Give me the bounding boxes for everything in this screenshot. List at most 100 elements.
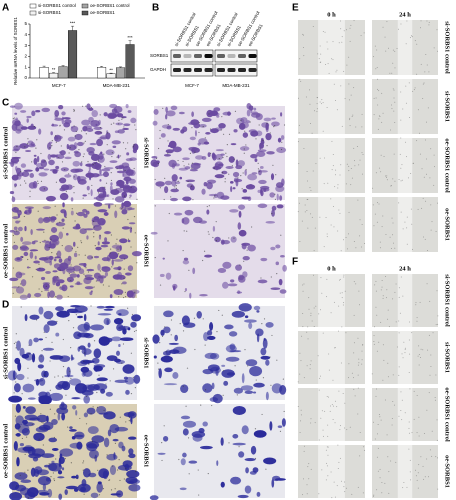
cell <box>246 120 250 124</box>
pore <box>91 256 93 258</box>
pore <box>80 240 82 242</box>
cell <box>103 308 114 311</box>
cell <box>193 163 202 166</box>
cell <box>159 273 165 277</box>
cell <box>109 253 119 259</box>
cell <box>331 497 333 499</box>
cell <box>401 399 403 401</box>
cell <box>375 290 377 292</box>
pore <box>19 474 21 477</box>
cell <box>38 306 44 315</box>
cell <box>339 212 341 214</box>
cell <box>24 211 28 215</box>
cell <box>332 165 334 167</box>
cell <box>260 355 271 360</box>
cell <box>402 108 404 110</box>
cell <box>69 285 74 288</box>
cell <box>400 211 402 213</box>
pore <box>109 252 111 254</box>
cell <box>313 307 315 309</box>
pore <box>84 352 86 354</box>
cell <box>426 283 428 285</box>
cell <box>168 140 177 149</box>
cell <box>404 412 406 414</box>
blot-band <box>238 68 246 72</box>
pore <box>159 342 161 344</box>
pore <box>43 374 46 376</box>
cell <box>96 377 108 382</box>
cell <box>345 183 347 185</box>
pore <box>15 333 17 335</box>
cell <box>168 342 179 345</box>
cell <box>257 203 268 209</box>
legend-swatch <box>81 3 89 9</box>
cell <box>103 167 114 170</box>
pore <box>130 352 132 354</box>
cell <box>48 437 58 443</box>
cell <box>15 415 24 426</box>
cell <box>361 350 363 352</box>
cell <box>259 142 262 150</box>
blot-band <box>227 54 236 58</box>
pore <box>27 469 29 471</box>
pore <box>59 124 61 126</box>
cell <box>109 294 113 299</box>
cell <box>378 341 380 343</box>
cell <box>299 432 301 434</box>
cell <box>90 153 100 162</box>
cell <box>425 173 427 175</box>
cell <box>172 372 179 379</box>
cell <box>401 179 403 181</box>
cell <box>51 447 59 451</box>
pore <box>119 479 121 482</box>
pore <box>81 315 83 317</box>
cell <box>382 295 384 297</box>
cell <box>43 310 54 320</box>
cell <box>254 158 258 163</box>
cell <box>27 397 36 400</box>
cell <box>97 263 101 271</box>
bar <box>106 73 116 79</box>
cell <box>85 210 90 215</box>
cell <box>127 265 134 272</box>
cell <box>272 475 281 482</box>
cell <box>66 276 74 283</box>
cell <box>408 372 410 374</box>
pore <box>44 160 46 162</box>
cell <box>299 58 301 60</box>
cell <box>201 117 212 122</box>
pore <box>82 469 84 471</box>
cell <box>78 263 87 266</box>
pore <box>14 208 16 210</box>
pore <box>73 125 75 127</box>
cell <box>381 279 383 281</box>
cell <box>172 146 182 153</box>
cell <box>230 236 237 243</box>
cell <box>382 26 384 28</box>
cell <box>376 66 378 68</box>
cell <box>372 421 374 423</box>
cell <box>38 166 45 170</box>
pore <box>135 129 137 131</box>
cell <box>126 152 130 156</box>
cell <box>416 320 418 322</box>
cell <box>303 450 305 452</box>
pore <box>85 267 87 269</box>
cell <box>256 151 266 157</box>
cell <box>398 320 400 322</box>
cell <box>387 362 389 364</box>
pore <box>84 140 86 142</box>
pore <box>51 252 53 254</box>
cell <box>90 119 100 127</box>
cell <box>45 195 56 202</box>
cell <box>61 381 71 391</box>
wound-gap <box>318 331 345 384</box>
cell <box>118 179 123 186</box>
cell <box>171 174 178 182</box>
cell <box>48 141 53 144</box>
cell <box>343 274 345 276</box>
cell <box>114 196 125 203</box>
pore <box>35 268 37 270</box>
cell <box>398 332 400 334</box>
pore <box>27 497 29 499</box>
